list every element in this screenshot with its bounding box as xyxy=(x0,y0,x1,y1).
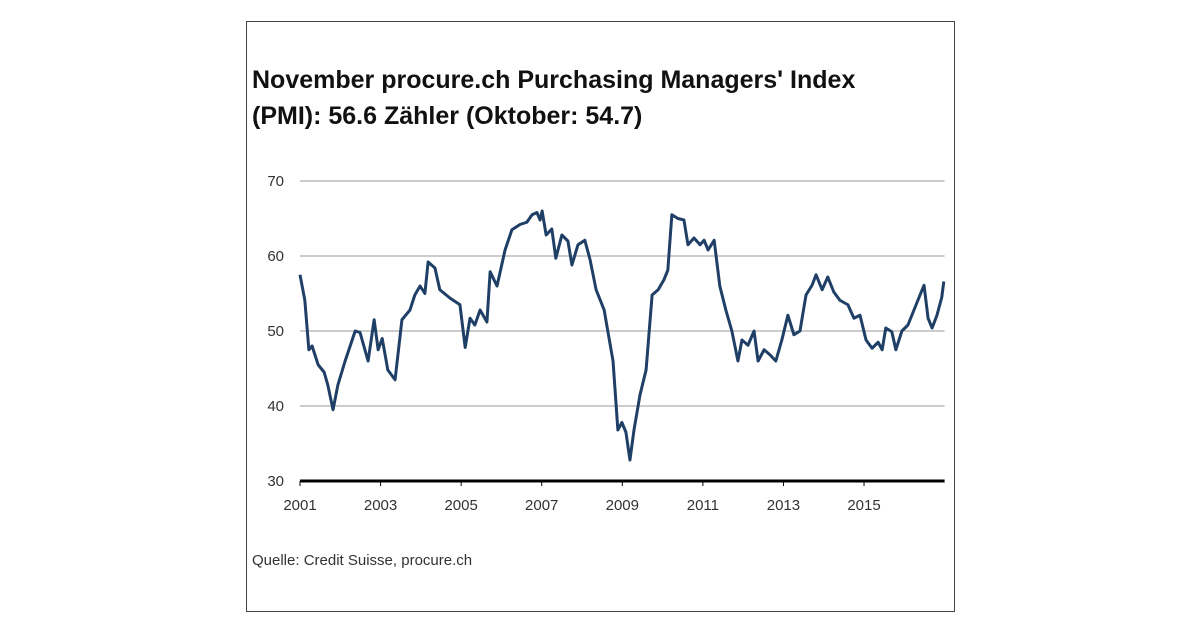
y-tick-label: 50 xyxy=(267,323,284,340)
y-tick-label: 60 xyxy=(267,248,284,265)
x-tick-label: 2011 xyxy=(687,497,719,514)
x-tick-label: 2003 xyxy=(364,497,397,514)
chart-title: November procure.ch Purchasing Managers'… xyxy=(252,66,855,94)
y-tick-label: 40 xyxy=(267,398,284,415)
chart-title: (PMI): 56.6 Zähler (Oktober: 54.7) xyxy=(252,102,642,130)
x-tick-label: 2007 xyxy=(525,497,558,514)
source: Quelle: Credit Suisse, procure.ch xyxy=(252,552,472,569)
x-tick-label: 2013 xyxy=(767,497,800,514)
y-tick-label: 70 xyxy=(267,173,284,190)
x-tick-label: 2005 xyxy=(444,497,477,514)
y-tick-label: 30 xyxy=(267,473,284,490)
data-line xyxy=(298,209,946,462)
frame xyxy=(246,21,955,612)
x-tick-label: 2015 xyxy=(847,497,880,514)
x-tick-label: 2009 xyxy=(606,497,639,514)
x-tick-label: 2001 xyxy=(283,497,316,514)
